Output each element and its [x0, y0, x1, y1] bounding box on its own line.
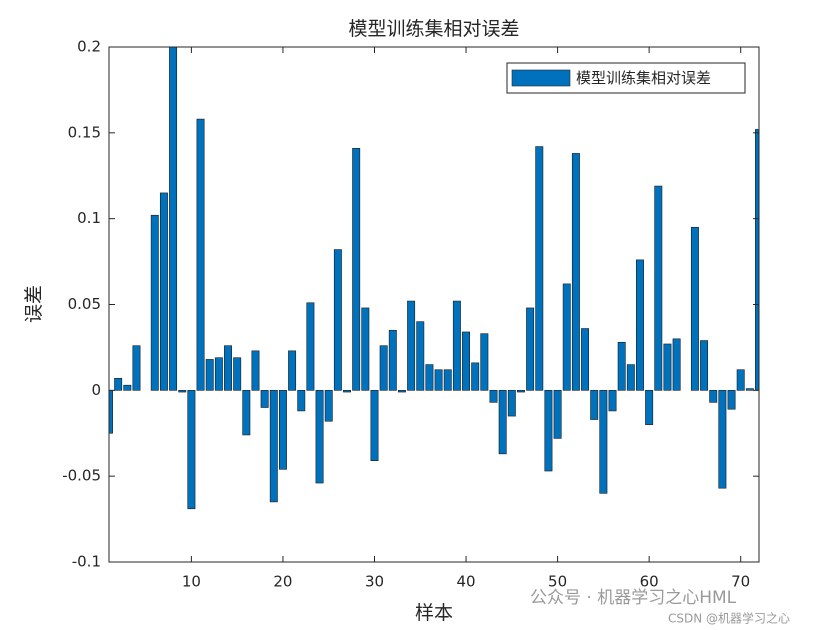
bar: [636, 259, 644, 391]
bar: [315, 390, 324, 484]
bar: [169, 47, 178, 391]
bar: [379, 345, 388, 391]
bar: [535, 146, 544, 391]
bar: [370, 390, 379, 462]
bar: [205, 359, 214, 391]
bar: [333, 249, 342, 391]
bar: [562, 283, 571, 391]
y-tick-label: -0.1: [72, 553, 101, 571]
bar: [498, 390, 507, 455]
bar: [260, 390, 269, 408]
bar: [617, 341, 626, 391]
x-tick-label: 70: [731, 573, 750, 591]
bar: [123, 384, 132, 391]
bar: [159, 192, 168, 391]
bar: [645, 390, 654, 425]
bar: [269, 390, 278, 503]
bar: [471, 362, 480, 391]
chart-title: 模型训练集相对误差: [348, 18, 519, 40]
legend-label: 模型训练集相对误差: [576, 69, 711, 87]
bar: [608, 390, 617, 412]
bar: [709, 390, 718, 403]
bar: [251, 350, 260, 391]
bars: [109, 47, 759, 510]
y-tick-label: 0.1: [77, 209, 101, 227]
bar: [343, 390, 351, 393]
x-tick-label: 20: [273, 573, 292, 591]
bar: [150, 214, 159, 391]
bar: [306, 302, 315, 391]
bar: [224, 345, 232, 391]
bar: [132, 345, 141, 391]
bar: [745, 388, 754, 391]
bar: [297, 390, 306, 412]
y-axis-label: 误差: [23, 285, 45, 323]
bar: [242, 390, 251, 436]
y-tick-label: 0: [91, 381, 101, 399]
bar: [109, 390, 113, 434]
bar: [462, 331, 471, 391]
x-tick-label: 60: [640, 573, 659, 591]
y-tick-label: 0.05: [68, 295, 101, 313]
bar: [352, 147, 361, 391]
bar: [233, 357, 242, 391]
bar: [114, 378, 123, 391]
x-tick-label: 50: [548, 573, 567, 591]
bar: [480, 333, 489, 391]
bar: [178, 390, 187, 393]
bar: [407, 300, 416, 391]
y-tick-label: 0.2: [77, 38, 101, 56]
bar: [544, 390, 553, 472]
bar: [214, 357, 223, 391]
x-tick-label: 10: [182, 573, 201, 591]
bar: [672, 338, 681, 391]
bar: [324, 390, 333, 422]
bar: [452, 300, 461, 391]
bar: [425, 364, 434, 391]
bar: [727, 390, 736, 410]
legend-swatch: [511, 69, 571, 87]
bar: [654, 185, 663, 391]
bar: [700, 340, 709, 391]
bar: [590, 390, 599, 420]
y-tick-label: 0.15: [68, 123, 101, 141]
x-tick-label: 40: [456, 573, 475, 591]
x-axis-label: 样本: [415, 602, 453, 624]
legend: 模型训练集相对误差: [506, 62, 746, 94]
bar: [690, 226, 699, 391]
bar: [553, 390, 562, 439]
x-tick-label: 30: [365, 573, 384, 591]
bar: [434, 369, 443, 391]
bar: [187, 390, 196, 510]
bar: [718, 390, 727, 489]
bar: [626, 364, 635, 391]
bar: [517, 390, 525, 393]
watermark: 公众号 · 机器学习之心HML: [530, 588, 737, 608]
bar: [361, 307, 370, 391]
watermark: CSDN @机器学习之心: [668, 611, 790, 626]
bar: [443, 369, 452, 391]
y-tick-label: -0.05: [62, 467, 101, 485]
bar: [489, 390, 498, 403]
bar: [278, 390, 287, 470]
bar: [507, 390, 516, 417]
bar: [571, 153, 580, 391]
bar: [526, 307, 535, 391]
bar: [736, 369, 745, 391]
bar: [663, 343, 672, 391]
bar: [388, 329, 397, 391]
bar: [581, 328, 590, 391]
bar: [196, 118, 205, 391]
bar: [288, 350, 297, 391]
bar: [599, 390, 608, 494]
bar: [397, 390, 406, 393]
bar: [416, 321, 425, 391]
